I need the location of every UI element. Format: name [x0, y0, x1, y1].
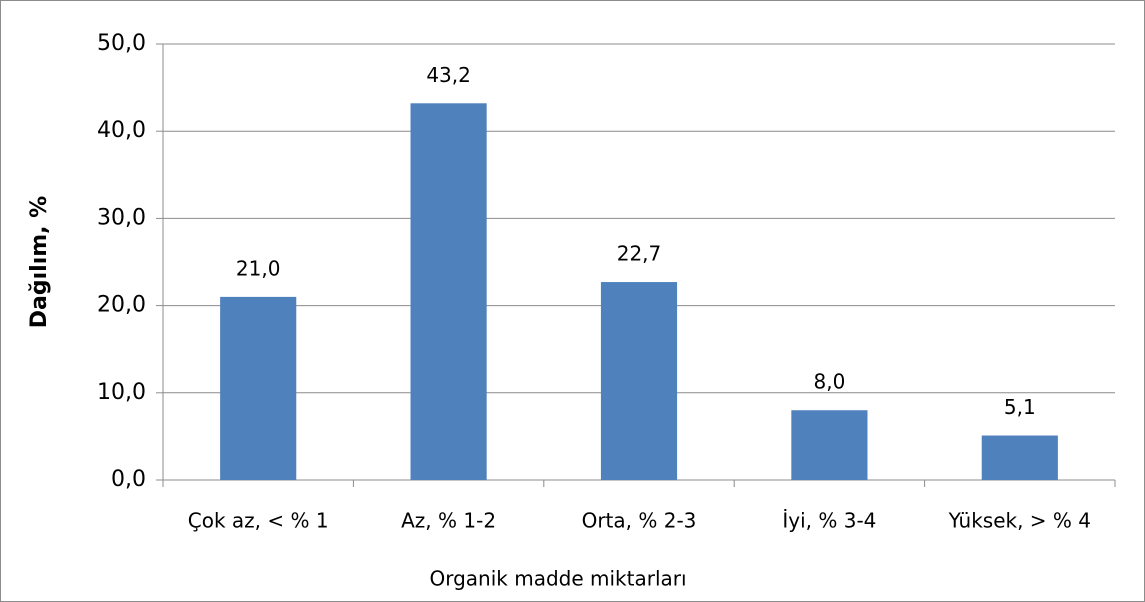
- data-label: 21,0: [236, 256, 281, 280]
- x-axis-label: Organik madde miktarları: [429, 567, 686, 591]
- bar: [791, 410, 868, 480]
- x-tick-label: Az, % 1-2: [401, 509, 496, 533]
- data-label: 22,7: [617, 242, 662, 266]
- bar: [220, 296, 297, 480]
- bar: [600, 282, 678, 480]
- data-label: 43,2: [426, 63, 471, 87]
- y-axis-label: Dağılım, %: [27, 196, 52, 328]
- data-label: 5,1: [1004, 395, 1036, 419]
- y-tick-label: 20,0: [97, 293, 146, 318]
- y-tick-label: 30,0: [97, 205, 146, 230]
- x-tick-label: Orta, % 2-3: [582, 509, 697, 533]
- data-label: 8,0: [813, 370, 845, 394]
- y-tick-label: 50,0: [97, 31, 146, 56]
- y-tick-label: 10,0: [97, 380, 146, 405]
- bar: [410, 103, 487, 481]
- x-tick-label: İyi, % 3-4: [782, 509, 876, 533]
- bar: [981, 435, 1058, 480]
- x-tick-label: Çok az, < % 1: [188, 509, 329, 533]
- y-tick-label: 40,0: [97, 118, 146, 143]
- y-tick-label: 0,0: [111, 467, 146, 492]
- x-tick-label: Yüksek, > % 4: [948, 509, 1091, 533]
